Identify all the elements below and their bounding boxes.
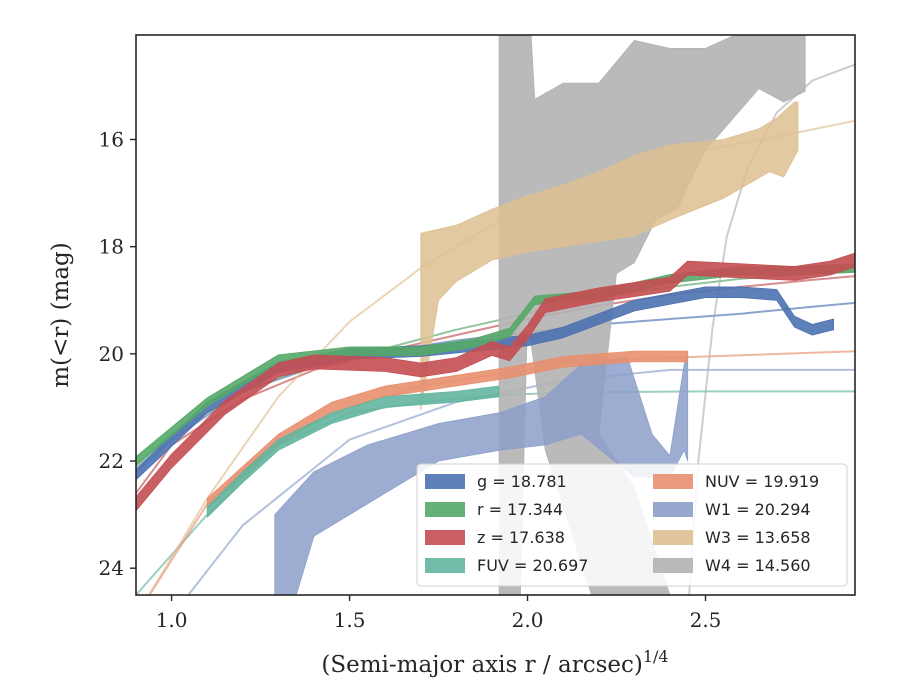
- legend-swatch-FUV: [425, 558, 465, 573]
- x-tick-label: 1.0: [156, 608, 188, 632]
- band-W1: [274, 353, 689, 595]
- x-tick-label: 2.0: [512, 608, 544, 632]
- legend-swatch-NUV: [653, 474, 693, 489]
- x-tick-label: 1.5: [334, 608, 366, 632]
- y-tick-label: 18: [99, 235, 124, 259]
- band-FUV: [206, 385, 500, 518]
- legend: g = 18.781 r = 17.344 z = 17.638 FUV = 20.6…: [416, 463, 848, 587]
- band-r: [136, 263, 855, 466]
- legend-swatch-r: [425, 502, 465, 517]
- legend-swatch-W4: [653, 558, 693, 573]
- y-tick-label: 24: [99, 556, 124, 580]
- legend-swatch-W3: [653, 530, 693, 545]
- axis-ticks: 1.0 1.5 2.0 2.5 16 18 20 22 24: [99, 127, 722, 632]
- legend-label-W3: W3 = 13.658: [705, 528, 811, 547]
- legend-label-FUV: FUV = 20.697: [477, 556, 588, 575]
- band-z: [136, 252, 855, 512]
- legend-label-NUV: NUV = 19.919: [705, 472, 819, 491]
- fit-curve-W4: [688, 63, 855, 595]
- legend-label-z: z = 17.638: [477, 528, 565, 547]
- legend-label-W4: W4 = 14.560: [705, 556, 811, 575]
- legend-box: [416, 463, 848, 587]
- legend-swatch-W1: [653, 502, 693, 517]
- y-tick-label: 16: [99, 127, 124, 151]
- y-tick-label: 22: [99, 449, 124, 473]
- legend-label-W1: W1 = 20.294: [705, 500, 811, 519]
- x-tick-label: 2.5: [690, 608, 722, 632]
- legend-swatch-g: [425, 474, 465, 489]
- y-tick-label: 20: [99, 342, 124, 366]
- plot-frame: [135, 34, 856, 596]
- legend-label-r: r = 17.344: [477, 500, 563, 519]
- legend-label-g: g = 18.781: [477, 472, 567, 491]
- band-W3: [420, 101, 799, 411]
- legend-swatch-z: [425, 530, 465, 545]
- x-axis-title: (Semi-major axis r / arcsec)1/4: [321, 647, 668, 678]
- y-axis-title: m(<r) (mag): [48, 242, 74, 388]
